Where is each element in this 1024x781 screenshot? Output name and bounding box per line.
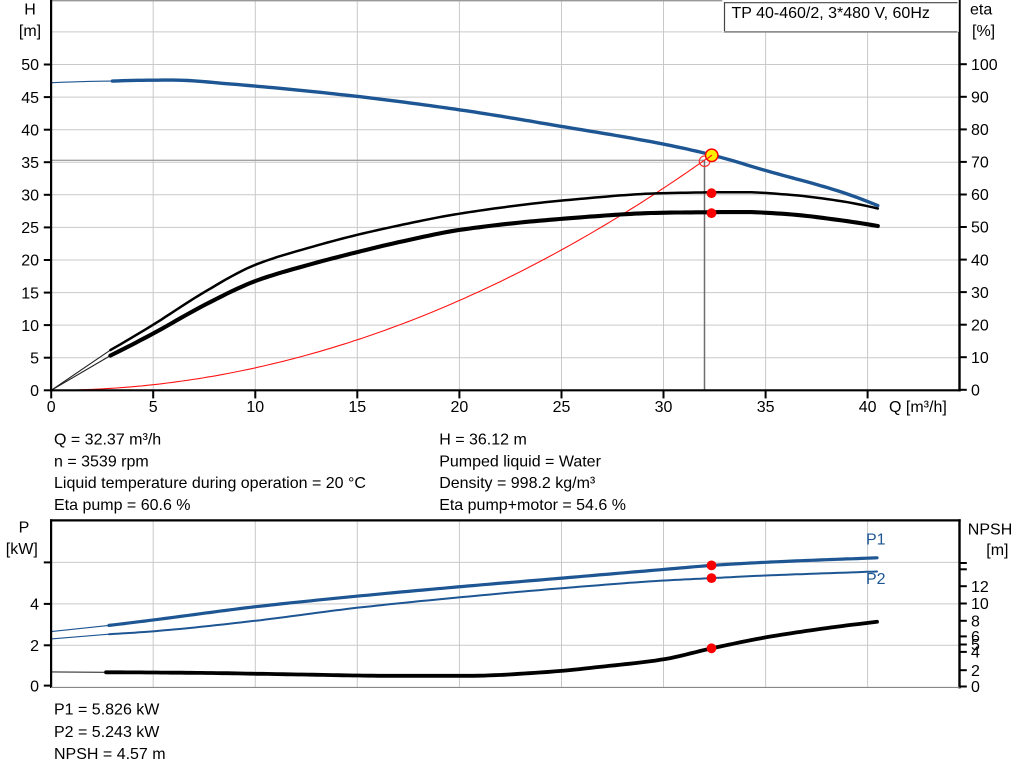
svg-text:60: 60 — [971, 187, 989, 204]
svg-text:50: 50 — [21, 57, 39, 74]
svg-text:4: 4 — [971, 645, 980, 662]
svg-text:NPSH: NPSH — [968, 521, 1012, 538]
svg-text:P1: P1 — [866, 531, 886, 548]
svg-text:15: 15 — [348, 399, 366, 416]
svg-text:0: 0 — [47, 399, 56, 416]
svg-text:35: 35 — [757, 399, 775, 416]
svg-text:40: 40 — [859, 399, 877, 416]
svg-text:TP 40-460/2, 3*480 V, 60Hz: TP 40-460/2, 3*480 V, 60Hz — [732, 5, 930, 22]
svg-text:[m]: [m] — [19, 23, 41, 40]
svg-text:4: 4 — [30, 597, 39, 614]
svg-text:Pumped liquid = Water: Pumped liquid = Water — [439, 453, 601, 470]
svg-text:Q [m³/h]: Q [m³/h] — [889, 399, 947, 416]
svg-text:P1 = 5.826 kW: P1 = 5.826 kW — [54, 701, 160, 718]
svg-text:30: 30 — [971, 285, 989, 302]
svg-text:n = 3539 rpm: n = 3539 rpm — [54, 453, 149, 470]
svg-text:P2: P2 — [866, 571, 886, 588]
svg-text:H = 36.12 m: H = 36.12 m — [439, 432, 527, 449]
svg-text:30: 30 — [655, 399, 673, 416]
svg-text:5: 5 — [30, 350, 39, 367]
svg-text:5: 5 — [149, 399, 158, 416]
svg-text:70: 70 — [971, 155, 989, 172]
svg-text:35: 35 — [21, 155, 39, 172]
svg-text:0: 0 — [30, 678, 39, 695]
svg-text:12: 12 — [971, 579, 989, 596]
svg-text:Eta pump = 60.6 %: Eta pump = 60.6 % — [54, 497, 191, 514]
svg-text:40: 40 — [21, 122, 39, 139]
svg-text:25: 25 — [553, 399, 571, 416]
svg-text:H: H — [24, 2, 36, 19]
svg-text:Eta pump+motor = 54.6 %: Eta pump+motor = 54.6 % — [439, 497, 626, 514]
svg-text:6: 6 — [971, 629, 980, 646]
svg-text:Density = 998.2 kg/m³: Density = 998.2 kg/m³ — [439, 475, 596, 492]
svg-text:10: 10 — [246, 399, 264, 416]
svg-text:40: 40 — [971, 252, 989, 269]
svg-text:P: P — [19, 520, 30, 537]
svg-text:P2 = 5.243 kW: P2 = 5.243 kW — [54, 724, 160, 741]
svg-text:0: 0 — [30, 383, 39, 400]
svg-text:Q = 32.37 m³/h: Q = 32.37 m³/h — [54, 432, 161, 449]
svg-text:[kW]: [kW] — [6, 541, 38, 558]
svg-text:45: 45 — [21, 90, 39, 107]
svg-text:5: 5 — [971, 637, 980, 654]
svg-text:10: 10 — [971, 350, 989, 367]
svg-text:80: 80 — [971, 122, 989, 139]
svg-text:[m]: [m] — [986, 542, 1008, 559]
svg-text:20: 20 — [451, 399, 469, 416]
svg-text:2: 2 — [971, 663, 980, 680]
svg-text:eta: eta — [970, 2, 992, 19]
svg-text:50: 50 — [971, 220, 989, 237]
svg-text:Liquid temperature during oper: Liquid temperature during operation = 20… — [54, 475, 366, 492]
svg-text:10: 10 — [971, 596, 989, 613]
svg-text:15: 15 — [21, 285, 39, 302]
svg-text:0: 0 — [971, 679, 980, 696]
svg-text:90: 90 — [971, 90, 989, 107]
svg-text:[%]: [%] — [972, 23, 995, 40]
svg-text:10: 10 — [21, 318, 39, 335]
svg-text:30: 30 — [21, 188, 39, 205]
svg-text:20: 20 — [971, 317, 989, 334]
svg-text:20: 20 — [21, 253, 39, 270]
svg-text:25: 25 — [21, 220, 39, 237]
svg-text:NPSH = 4.57 m: NPSH = 4.57 m — [54, 746, 166, 763]
svg-text:0: 0 — [971, 383, 980, 400]
svg-text:100: 100 — [971, 57, 998, 74]
svg-text:8: 8 — [971, 614, 980, 631]
svg-text:2: 2 — [30, 638, 39, 655]
